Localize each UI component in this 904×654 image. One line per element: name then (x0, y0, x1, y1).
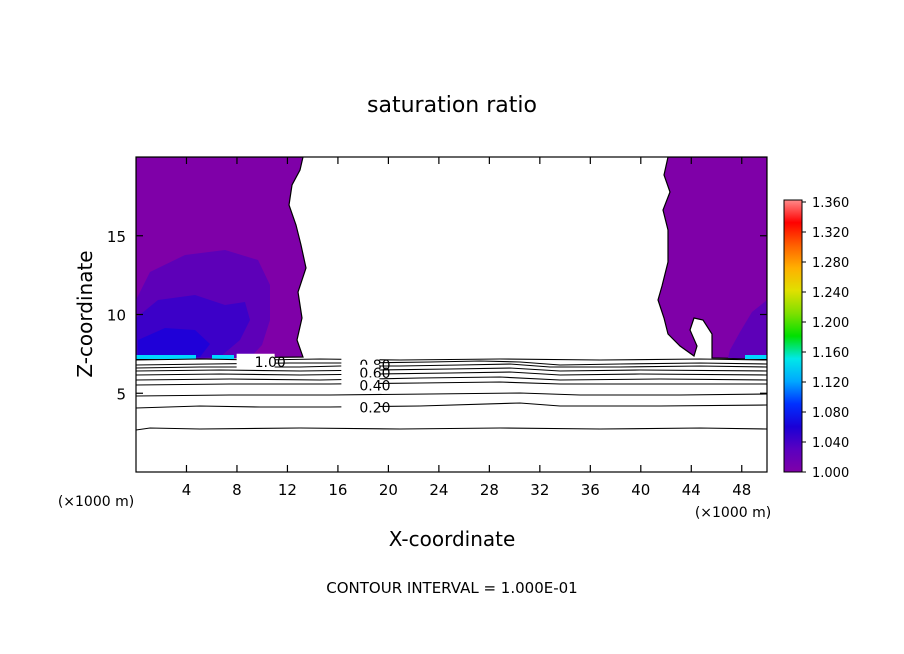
contour-label-halo (341, 377, 380, 392)
contour-label-halo (341, 399, 380, 414)
x-axis-label: X-coordinate (389, 527, 516, 551)
plot-area: 1.000.800.600.400.20 (136, 157, 767, 472)
colorbar-label: 1.280 (812, 256, 849, 271)
contour-label-halo (341, 364, 380, 379)
contour-line-0-70 (136, 367, 767, 372)
x-tick-label: 12 (278, 481, 297, 499)
contour-line-0-60 (136, 371, 767, 376)
colorbar-label: 1.320 (812, 226, 849, 241)
colorbar-label: 1.080 (812, 406, 849, 421)
contour-line-0-40 (136, 381, 767, 386)
colorbar-labels: 1.360 1.320 1.280 1.240 1.200 1.160 1.120 1.080… (802, 196, 849, 481)
x-tick-label: 32 (530, 481, 549, 499)
supersaturation-band-left (136, 355, 196, 359)
colorbar-label: 1.160 (812, 346, 849, 361)
x-tick-label: 28 (480, 481, 499, 499)
y-axis: 5 10 15 (107, 228, 767, 403)
colorbar: 1.360 1.320 1.280 1.240 1.200 1.160 1.120 1.080… (783, 196, 849, 481)
contour-line-0-20 (136, 402, 767, 409)
contour-label-halo (236, 353, 275, 368)
contour-interval-note: CONTOUR INTERVAL = 1.000E-01 (326, 579, 577, 597)
x-tick-label: 4 (182, 481, 192, 499)
contour-label: 1.00 (255, 355, 286, 371)
colorbar-label: 1.200 (812, 316, 849, 331)
colorbar-gradient (783, 199, 803, 473)
x-tick-label: 40 (631, 481, 650, 499)
colorbar-label: 1.360 (812, 196, 849, 211)
x-unit-label: (×1000 m) (695, 505, 771, 521)
z-unit-label: (×1000 m) (58, 494, 134, 510)
contour-labels: 1.000.800.600.400.20 (236, 353, 391, 416)
supersaturated-region-right (657, 157, 767, 360)
contour-line-0-30 (136, 392, 767, 397)
x-tick-label: 36 (581, 481, 600, 499)
colorbar-label: 1.000 (812, 466, 849, 481)
moist-core-right (728, 300, 767, 359)
x-tick-label: 44 (682, 481, 701, 499)
x-tick-label: 16 (328, 481, 347, 499)
contour-label: 0.20 (359, 400, 390, 416)
contour-line-0-10 (136, 427, 767, 431)
contour-line-1-00 (136, 358, 767, 361)
y-tick-label: 15 (107, 228, 126, 246)
supersaturation-band-left-2 (212, 355, 234, 359)
moist-core-left-deep (138, 328, 210, 359)
x-tick-label: 20 (379, 481, 398, 499)
x-tick-label: 24 (429, 481, 448, 499)
colorbar-label: 1.040 (812, 436, 849, 451)
x-tick-label: 48 (732, 481, 751, 499)
y-axis-label: Z-coordinate (73, 250, 97, 377)
chart-title: saturation ratio (367, 93, 537, 118)
y-tick-label: 5 (116, 385, 126, 403)
colorbar-label: 1.240 (812, 286, 849, 301)
y-tick-label: 10 (107, 307, 126, 325)
contour-lines (136, 358, 767, 431)
contour-line-0-50 (136, 376, 767, 381)
contour-label: 0.40 (359, 378, 390, 394)
supersaturation-band-right (745, 355, 767, 359)
colorbar-label: 1.120 (812, 376, 849, 391)
x-tick-label: 8 (232, 481, 242, 499)
x-axis: 4 8 12 16 20 24 28 32 36 40 44 48 (182, 157, 751, 499)
